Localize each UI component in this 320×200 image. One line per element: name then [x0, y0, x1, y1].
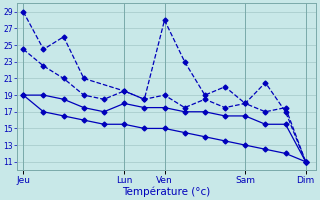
- X-axis label: Température (°c): Température (°c): [122, 186, 211, 197]
